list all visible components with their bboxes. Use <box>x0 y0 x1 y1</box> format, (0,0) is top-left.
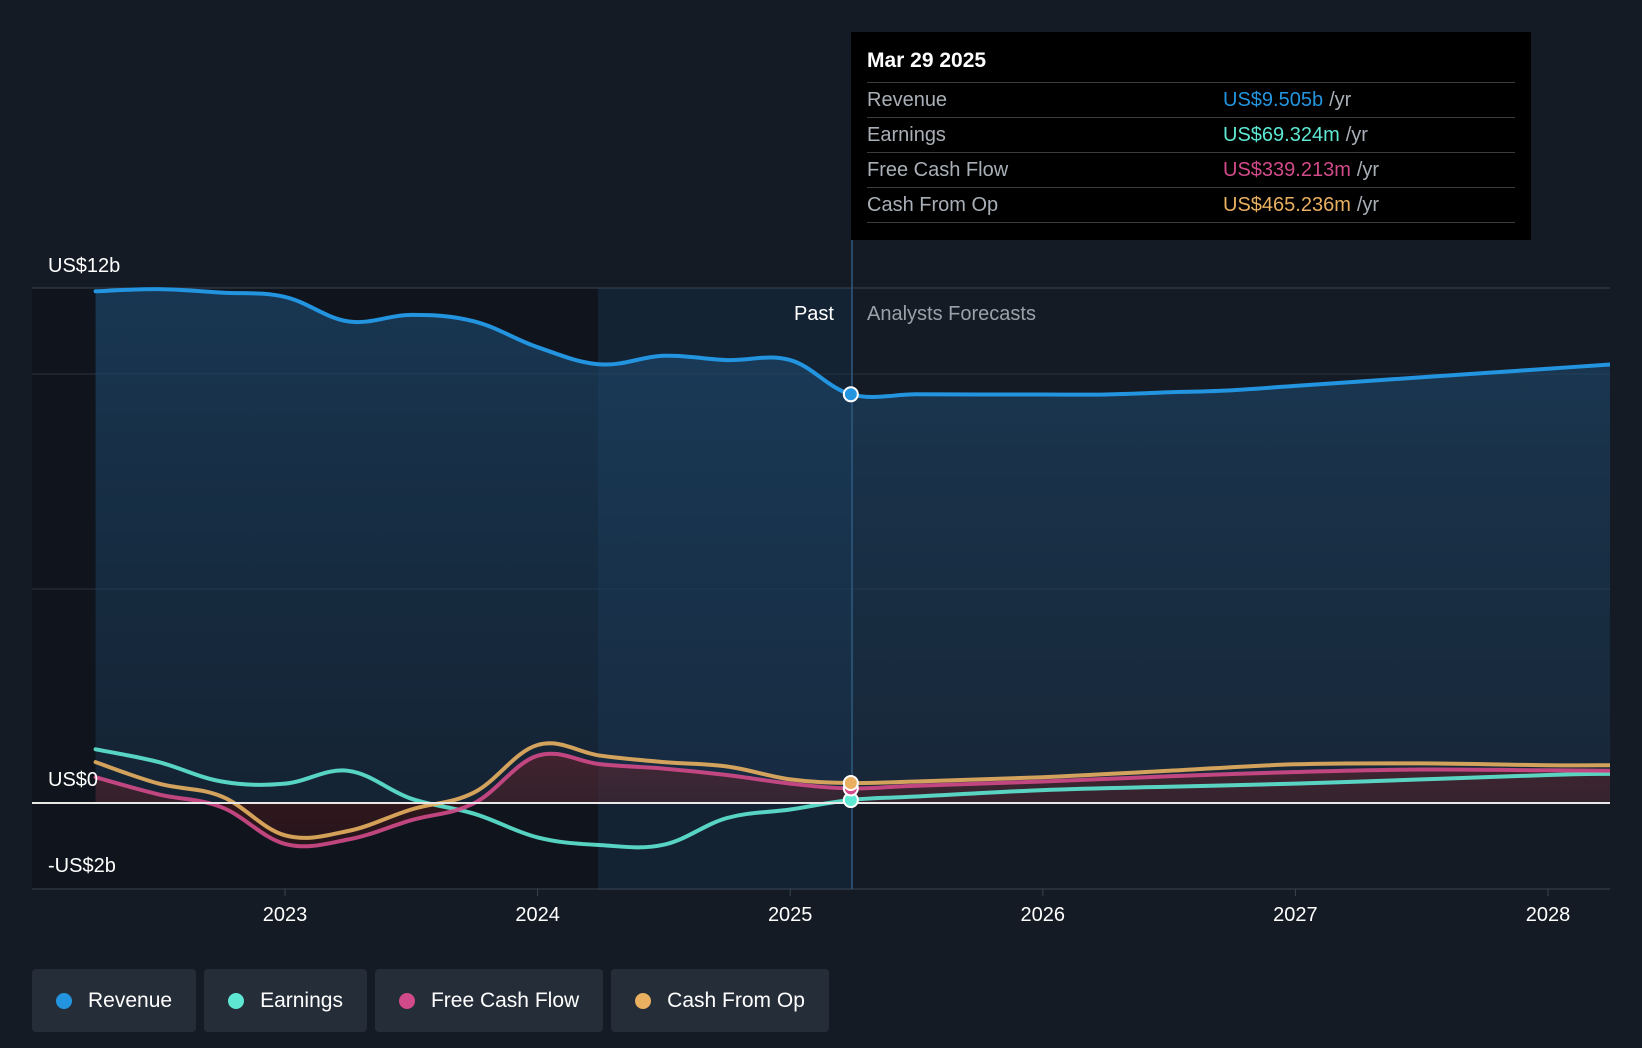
tooltip-unit: /yr <box>1329 89 1352 111</box>
legend-label: Revenue <box>88 988 173 1012</box>
legend: Revenue Earnings Free Cash Flow Cash Fro… <box>32 969 829 1032</box>
tooltip-name: Cash From Op <box>867 194 999 216</box>
x-tick-label: 2023 <box>263 904 308 926</box>
cash-from-op-marker <box>842 775 859 792</box>
tooltip-unit: /yr <box>1356 194 1380 216</box>
cash-from-op-line <box>93 741 1610 840</box>
legend-dot-icon <box>398 992 415 1009</box>
legend-label: Earnings <box>260 988 343 1012</box>
free-cash-flow-line <box>93 751 1610 849</box>
legend-item-free-cash-flow[interactable]: Free Cash Flow <box>374 969 604 1032</box>
tooltip-value: US$465.236m <box>1223 194 1351 216</box>
forecast-label: Analysts Forecasts <box>867 303 1036 325</box>
revenue-line <box>93 287 1610 399</box>
y-label-zero: US$0 <box>48 769 98 791</box>
revenue-area <box>95 289 1610 803</box>
legend-dot-icon <box>635 992 652 1009</box>
y-label-top: US$12b <box>48 255 120 277</box>
tooltip-row-free-cash-flow: Free Cash Flow US$339.213m /yr <box>867 153 1515 188</box>
x-tick-label: 2024 <box>515 904 560 926</box>
tooltip-row-earnings: Earnings US$69.324m /yr <box>867 118 1515 153</box>
x-tick-label: 2027 <box>1273 904 1318 926</box>
tooltip-name: Free Cash Flow <box>867 159 1009 181</box>
tooltip-row-cash-from-op: Cash From Op US$465.236m /yr <box>867 188 1515 223</box>
revenue-marker <box>842 386 859 403</box>
legend-dot-icon <box>228 992 245 1009</box>
legend-item-earnings[interactable]: Earnings <box>204 969 367 1032</box>
tooltip: Mar 29 2025 Revenue US$9.505b /yr Earnin… <box>851 32 1531 240</box>
x-tick-label: 2025 <box>768 904 813 926</box>
legend-dot-icon <box>56 992 72 1009</box>
legend-item-cash-from-op[interactable]: Cash From Op <box>611 969 829 1032</box>
x-tick-label: 2028 <box>1526 904 1571 926</box>
legend-label: Free Cash Flow <box>430 988 580 1012</box>
tooltip-unit: /yr <box>1345 124 1368 146</box>
tooltip-name: Earnings <box>867 124 946 146</box>
tooltip-value: US$69.324m <box>1223 124 1340 146</box>
tooltip-date: Mar 29 2025 <box>867 46 1515 83</box>
legend-label: Cash From Op <box>667 988 805 1012</box>
earnings-line <box>93 747 1610 850</box>
tooltip-name: Revenue <box>867 89 948 111</box>
y-label-bottom: -US$2b <box>48 855 116 877</box>
tooltip-value: US$9.505b <box>1223 89 1324 111</box>
past-label: Past <box>794 303 834 325</box>
x-tick-label: 2026 <box>1021 904 1066 926</box>
tooltip-unit: /yr <box>1356 159 1380 181</box>
tooltip-value: US$339.213m <box>1223 159 1351 181</box>
legend-item-revenue[interactable]: Revenue <box>32 969 197 1032</box>
tooltip-row-revenue: Revenue US$9.505b /yr <box>867 83 1515 118</box>
